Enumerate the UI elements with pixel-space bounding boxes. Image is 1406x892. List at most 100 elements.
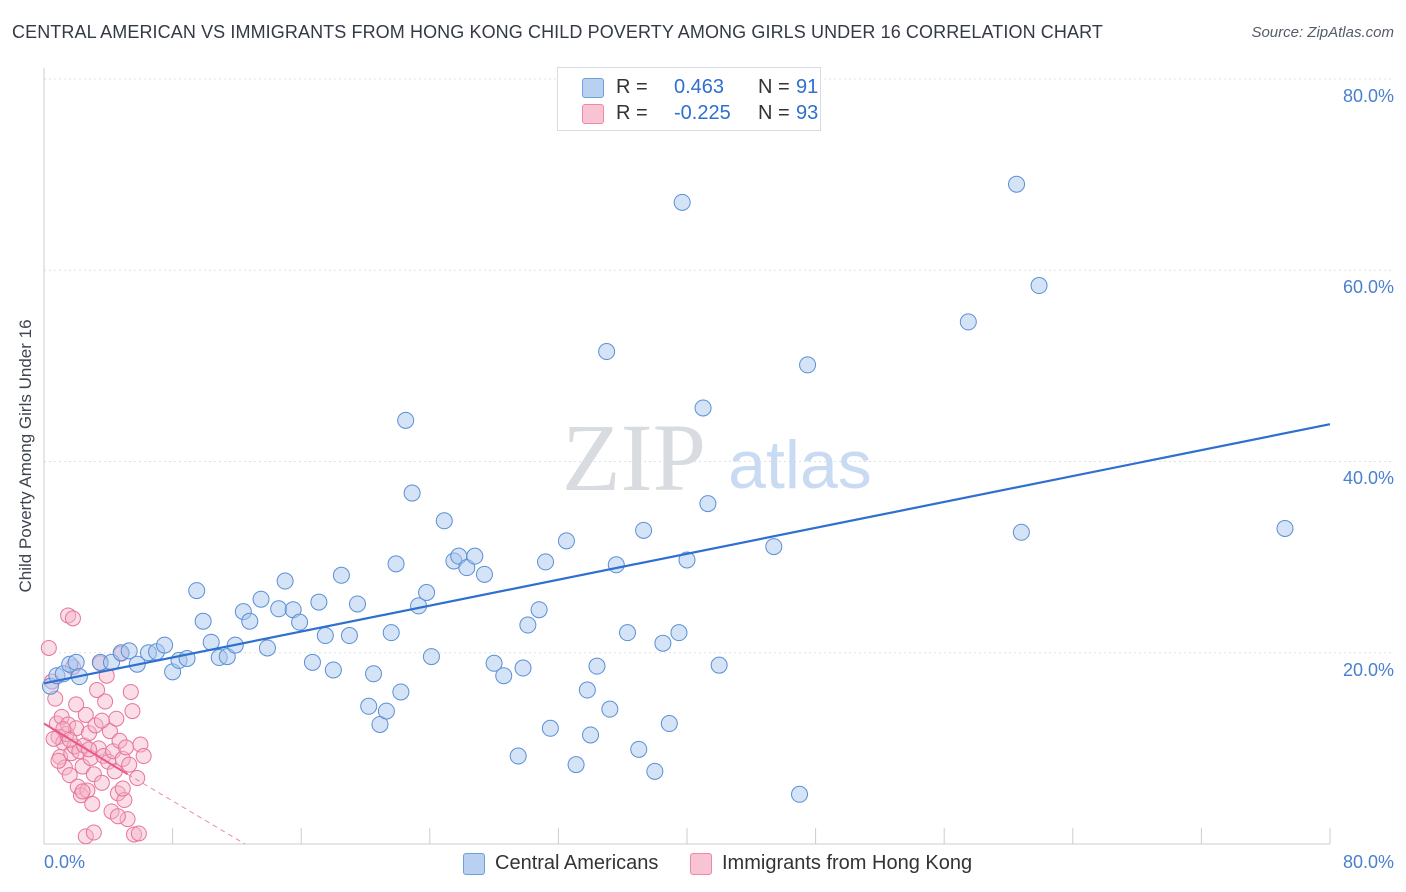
central-american-point — [475, 565, 493, 583]
y-tick-label: 40.0% — [1342, 468, 1394, 488]
n-value: 91 — [796, 76, 819, 98]
central-american-point — [670, 624, 688, 642]
hong-kong-point — [129, 770, 146, 787]
hong-kong-point — [69, 778, 86, 795]
hong-kong-point — [87, 717, 104, 734]
r-label: R = — [616, 102, 648, 124]
central-american-point — [252, 590, 270, 608]
hong-kong-point — [77, 828, 94, 845]
central-american-point — [291, 613, 309, 631]
central-american-point — [241, 612, 259, 630]
central-american-point — [635, 521, 653, 539]
central-american-point — [654, 634, 672, 652]
central-american-point — [258, 639, 276, 657]
central-american-point — [1030, 277, 1048, 295]
central-american-point — [270, 600, 288, 618]
central-american-point — [765, 538, 783, 556]
r-value: -0.225 — [674, 102, 731, 124]
grid-lines — [44, 78, 1392, 654]
central-american-points — [41, 175, 1294, 803]
central-american-point — [588, 657, 606, 675]
hong-kong-point — [93, 712, 110, 729]
hong-kong-point — [103, 803, 120, 820]
central-american-point — [392, 683, 410, 701]
central-american-point — [578, 681, 596, 699]
hong-kong-point — [108, 710, 125, 727]
central-american-trend-line — [43, 423, 1331, 685]
central-american-point — [418, 584, 436, 602]
n-label: N = — [758, 102, 790, 124]
central-american-point — [537, 553, 555, 571]
central-american-point — [541, 719, 559, 737]
central-american-point — [348, 595, 366, 613]
central-american-point — [435, 512, 453, 530]
central-american-point — [530, 601, 548, 619]
central-american-point — [403, 484, 421, 502]
central-american-point — [646, 762, 664, 780]
hong-kong-point — [60, 607, 77, 624]
central-american-point — [316, 627, 334, 645]
central-american-point — [619, 624, 637, 642]
blue-swatch — [582, 78, 604, 98]
hong-kong-point — [85, 824, 102, 841]
central-american-point — [1276, 519, 1294, 537]
axes — [43, 68, 1331, 845]
watermark-zip: ZIP — [562, 404, 706, 511]
central-american-point — [156, 636, 174, 654]
y-tick-label: 20.0% — [1342, 660, 1394, 680]
central-american-point — [194, 612, 212, 630]
central-american-point — [276, 572, 294, 590]
hong-kong-point — [89, 682, 106, 699]
central-american-point — [598, 343, 616, 361]
hong-kong-point — [119, 811, 136, 828]
central-american-point — [120, 642, 138, 660]
central-american-point — [360, 697, 378, 715]
central-american-point — [495, 667, 513, 685]
hong-kong-point — [68, 696, 85, 713]
hong-kong-point — [116, 792, 133, 809]
hong-kong-point — [121, 756, 138, 773]
central-american-point — [303, 653, 321, 671]
hong-kong-point — [64, 610, 81, 627]
central-american-point — [582, 726, 600, 744]
series-name: Central Americans — [495, 852, 659, 874]
hong-kong-point — [45, 730, 62, 747]
blue-swatch — [463, 853, 485, 875]
pink-swatch — [582, 104, 604, 124]
hong-kong-point — [135, 748, 152, 765]
source-label: Source: ZipAtlas.com — [1251, 24, 1394, 41]
central-american-point — [188, 582, 206, 600]
hong-kong-points — [40, 607, 152, 845]
central-american-point — [485, 654, 503, 672]
series-name: Immigrants from Hong Kong — [722, 852, 973, 874]
hong-kong-point — [109, 785, 126, 802]
central-american-point — [519, 616, 537, 634]
central-american-point — [673, 193, 691, 211]
central-american-point — [630, 740, 648, 758]
central-american-point — [422, 648, 440, 666]
central-american-point — [791, 785, 809, 803]
x-tick-label-min: 0.0% — [44, 852, 86, 872]
x-tick-label-max: 80.0% — [1342, 852, 1394, 872]
stats-legend: R = 0.463 N = 91 R = -0.225 N = 93 — [557, 67, 821, 131]
trend-lines — [43, 423, 1331, 845]
hong-kong-point — [97, 693, 114, 710]
watermark-atlas: atlas — [728, 427, 872, 503]
central-american-point — [324, 661, 342, 679]
chart-title: CENTRAL AMERICAN VS IMMIGRANTS FROM HONG… — [12, 22, 1103, 42]
y-tick-label: 80.0% — [1342, 86, 1394, 106]
central-american-point — [397, 411, 415, 429]
hong-kong-point — [74, 783, 91, 800]
hong-kong-point — [124, 703, 141, 720]
central-american-point — [310, 593, 328, 611]
central-american-point — [710, 656, 728, 674]
central-american-point — [382, 624, 400, 642]
hong-kong-point — [93, 774, 110, 791]
central-american-point — [340, 627, 358, 645]
hong-kong-trend-extension — [127, 773, 246, 845]
pink-swatch — [690, 853, 712, 875]
central-american-point — [1008, 175, 1026, 193]
central-american-point — [601, 700, 619, 718]
hong-kong-point — [114, 780, 131, 797]
